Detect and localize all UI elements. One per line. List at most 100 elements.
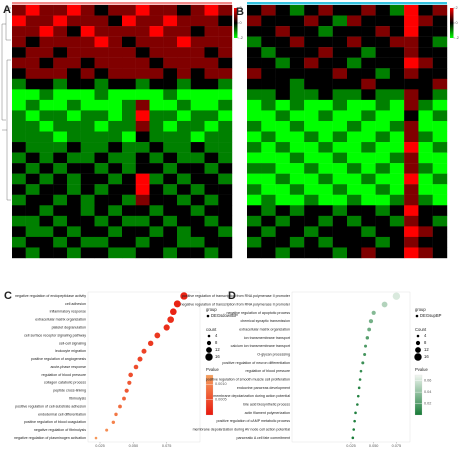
heat-cell bbox=[135, 15, 150, 27]
panel-label: C bbox=[4, 290, 12, 302]
heat-cell bbox=[25, 152, 40, 164]
heat-cell bbox=[332, 247, 348, 259]
heat-cell bbox=[304, 15, 319, 27]
heat-cell bbox=[275, 5, 291, 16]
heat-cell bbox=[289, 152, 305, 164]
heat-cell bbox=[135, 120, 150, 132]
heat-cell bbox=[275, 184, 291, 195]
heat-cell bbox=[361, 142, 376, 153]
heat-cell bbox=[108, 163, 123, 174]
heat-cell bbox=[122, 131, 136, 143]
heat-cell bbox=[389, 131, 405, 143]
term-label: negative regulation of transcription fro… bbox=[181, 302, 291, 306]
term-label: inflammatory response bbox=[50, 310, 86, 314]
heat-cell bbox=[347, 236, 362, 248]
heat-cell bbox=[190, 131, 205, 143]
heat-cell bbox=[122, 5, 136, 16]
heat-cell bbox=[80, 142, 95, 153]
dot bbox=[114, 412, 118, 417]
heat-cell bbox=[261, 120, 276, 132]
dot bbox=[127, 380, 132, 385]
heat-cell bbox=[25, 5, 40, 16]
heat-cell bbox=[404, 247, 419, 259]
heat-cell bbox=[375, 247, 391, 259]
heat-cell bbox=[190, 47, 205, 58]
heat-cell bbox=[135, 247, 150, 259]
heat-cell bbox=[67, 163, 81, 174]
heat-cell bbox=[289, 226, 305, 238]
heat-cell bbox=[149, 78, 164, 90]
heat-cell bbox=[389, 26, 405, 37]
heat-cell bbox=[304, 194, 319, 206]
legend-label: DEGsdownBP bbox=[211, 313, 238, 318]
heat-cell bbox=[418, 68, 433, 79]
heat-cell bbox=[404, 15, 419, 27]
heat-cell bbox=[149, 226, 164, 238]
heat-cell bbox=[404, 26, 419, 37]
heat-cell bbox=[318, 131, 333, 143]
heat-cell bbox=[247, 194, 262, 206]
heat-cell bbox=[247, 5, 262, 16]
legend-label: 16 bbox=[424, 354, 429, 359]
heat-cell bbox=[67, 57, 81, 69]
heat-cell bbox=[275, 173, 291, 185]
heat-cell bbox=[218, 26, 233, 37]
heat-cell bbox=[67, 215, 81, 227]
heat-cell bbox=[361, 78, 376, 90]
heat-cell bbox=[122, 57, 136, 69]
heat-cell bbox=[12, 184, 26, 195]
term-label: actin filament polymerization bbox=[245, 411, 290, 415]
term-label: leukocyte migration bbox=[55, 349, 86, 353]
colorbar-tick-label: -2 bbox=[240, 36, 243, 40]
heat-cell bbox=[332, 89, 348, 101]
heat-cell bbox=[375, 194, 391, 206]
dot bbox=[392, 292, 401, 300]
heat-cell bbox=[177, 89, 191, 101]
heat-cell bbox=[149, 247, 164, 259]
heat-cell bbox=[418, 247, 433, 259]
heat-cell bbox=[122, 89, 136, 101]
heat-cell bbox=[218, 47, 233, 58]
heat-cell bbox=[318, 236, 333, 248]
heat-cell bbox=[122, 215, 136, 227]
heat-cell bbox=[149, 15, 164, 27]
heat-cell bbox=[94, 15, 109, 27]
heat-cell bbox=[404, 68, 419, 79]
heat-cell bbox=[25, 57, 40, 69]
legend-title: Pvalue bbox=[415, 367, 428, 372]
heat-cell bbox=[247, 36, 262, 48]
heat-cell bbox=[177, 110, 191, 122]
heat-cell bbox=[332, 57, 348, 69]
heat-cell bbox=[135, 110, 150, 122]
heat-cell bbox=[53, 5, 68, 16]
heat-cell bbox=[39, 120, 54, 132]
heat-cell bbox=[375, 173, 391, 185]
heat-cell bbox=[80, 15, 95, 27]
heat-cell bbox=[204, 26, 219, 37]
heat-cell bbox=[261, 236, 276, 248]
heat-cell bbox=[94, 194, 109, 206]
heat-cell bbox=[12, 152, 26, 164]
dot bbox=[122, 396, 126, 401]
heat-cell bbox=[347, 152, 362, 164]
heat-cell bbox=[389, 184, 405, 195]
heat-cell bbox=[177, 131, 191, 143]
heat-cell bbox=[80, 215, 95, 227]
heat-cell bbox=[332, 5, 348, 16]
size-key bbox=[414, 353, 422, 361]
heat-cell bbox=[149, 205, 164, 217]
heat-cell bbox=[135, 99, 150, 111]
heat-cell bbox=[190, 205, 205, 217]
heat-cell bbox=[53, 184, 68, 195]
heat-cell bbox=[418, 205, 433, 217]
heat-cell bbox=[53, 215, 68, 227]
heat-cell bbox=[318, 78, 333, 90]
heat-cell bbox=[53, 15, 68, 27]
heat-cell bbox=[289, 110, 305, 122]
heat-cell bbox=[190, 99, 205, 111]
heat-cell bbox=[332, 26, 348, 37]
heat-cell bbox=[347, 142, 362, 153]
heat-cell bbox=[347, 78, 362, 90]
term-label: negative regulation of fibrinolysis bbox=[34, 428, 86, 432]
heat-cell bbox=[94, 57, 109, 69]
